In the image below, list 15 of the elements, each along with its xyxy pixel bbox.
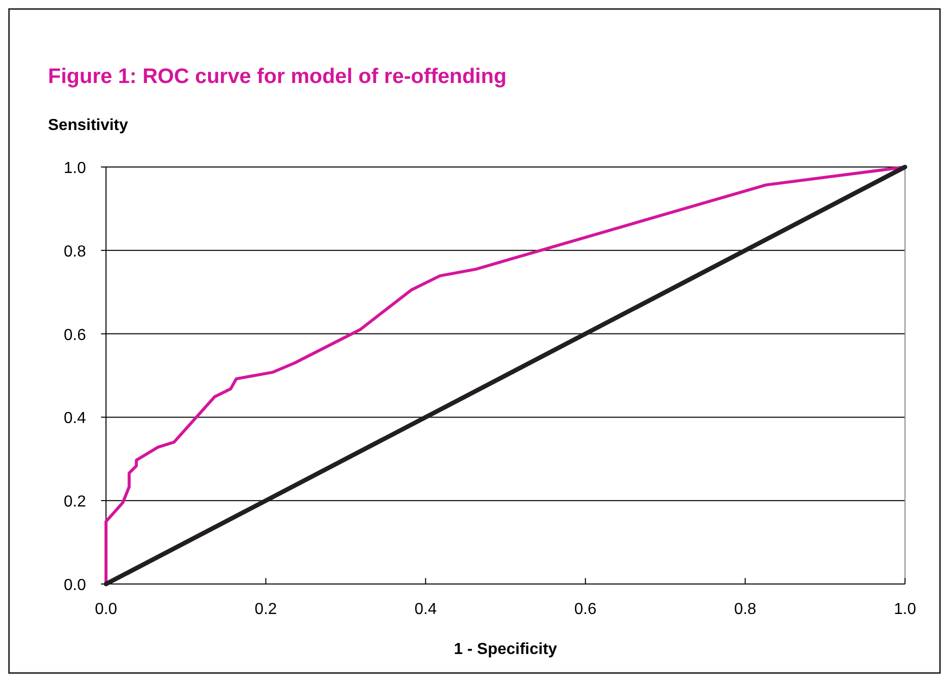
y-tick-label: 0.6 (64, 326, 86, 344)
x-tick-label: 0.2 (254, 601, 278, 618)
x-tick-label: 0.6 (574, 601, 597, 618)
x-axis-title: 1 - Specificity (454, 641, 558, 658)
y-tick-label: 0.8 (64, 243, 86, 260)
y-tick-label: 1.0 (64, 160, 86, 177)
chart-title: Figure 1: ROC curve for model of re-offending (48, 65, 507, 88)
y-tick-label: 0.4 (64, 410, 86, 428)
x-tick-label: 1.0 (894, 601, 916, 618)
x-tick-label: 0.0 (94, 601, 118, 618)
y-tick-label: 0.2 (64, 494, 86, 511)
x-tick-label: 0.4 (414, 601, 437, 618)
x-tick-label: 0.8 (734, 601, 756, 618)
y-axis-title: Sensitivity (48, 117, 128, 134)
y-tick-label: 0.0 (64, 577, 86, 594)
